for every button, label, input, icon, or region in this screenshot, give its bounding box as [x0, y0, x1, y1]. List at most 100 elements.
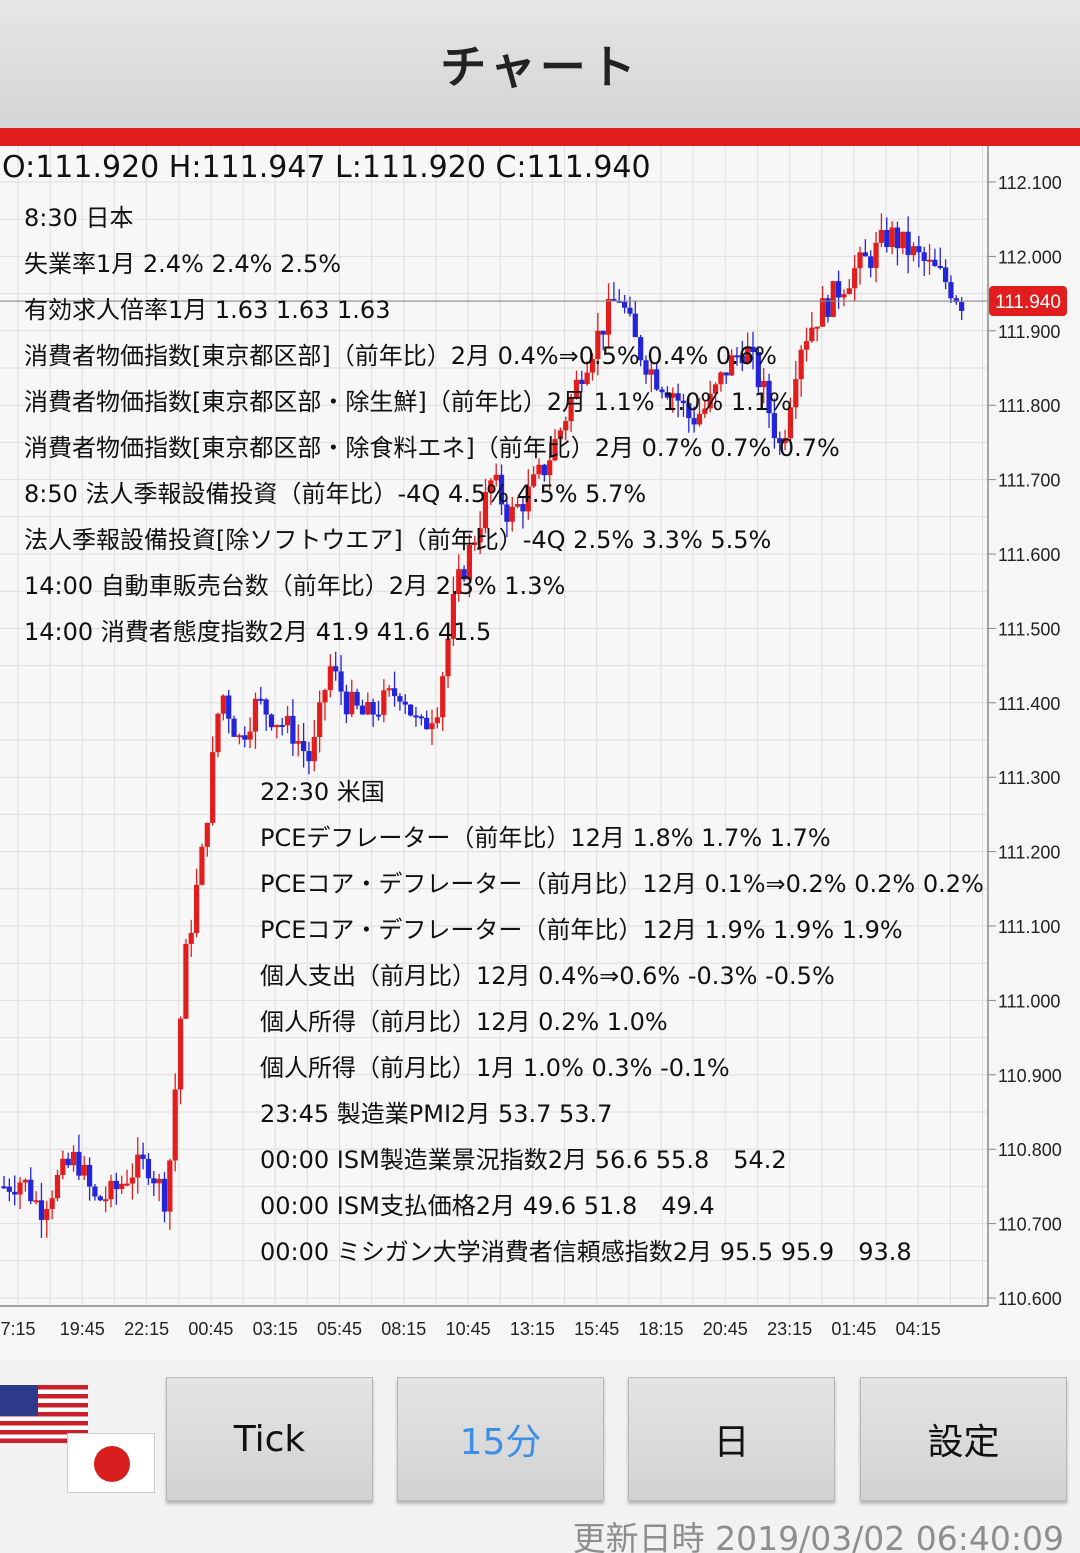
candle-body	[33, 1200, 39, 1203]
candle-body	[953, 298, 959, 303]
candle-body	[734, 355, 740, 358]
candle-body	[12, 1191, 18, 1195]
candle-body	[712, 384, 719, 394]
y-tick-label: 111.400	[998, 694, 1060, 714]
tick-button[interactable]: Tick	[166, 1377, 373, 1501]
candle-body	[729, 355, 735, 376]
candle-body	[306, 751, 312, 762]
candle-body	[814, 326, 820, 329]
candle-body	[343, 691, 349, 715]
candle-body	[17, 1182, 23, 1195]
candle-body	[819, 298, 826, 327]
candle-body	[595, 330, 601, 360]
candle-body	[177, 1018, 184, 1090]
event-line: 14:00 消費者態度指数2月 41.9 41.6 41.5	[24, 618, 492, 646]
candle-body	[798, 349, 804, 380]
events-us: 22:30 米国 PCEデフレーター（前年比）12月 1.8% 1.7% 1.7%…	[260, 769, 984, 1275]
candle-body	[659, 389, 665, 393]
candle-body	[263, 699, 269, 715]
jp-flag-icon[interactable]	[67, 1433, 155, 1493]
candle-body	[852, 268, 858, 289]
y-tick-label: 111.200	[998, 843, 1060, 863]
candle-body	[664, 392, 670, 398]
settings-button[interactable]: 設定	[860, 1377, 1067, 1501]
candle-body	[707, 393, 713, 409]
chart-svg[interactable]: 112.100 112.000 111.900 111.800 111.700 111.6…	[0, 146, 1080, 1360]
x-tick-label: 04:15	[896, 1319, 941, 1339]
candle-body	[38, 1200, 45, 1220]
candle-body	[60, 1158, 66, 1176]
candle-body	[745, 346, 751, 364]
candle-body	[718, 372, 724, 385]
y-tick-label: 111.900	[998, 322, 1060, 342]
candle-body	[638, 337, 644, 361]
candle-body	[691, 418, 697, 425]
candle-body	[493, 474, 499, 481]
candle-body	[327, 666, 333, 691]
candle-body	[605, 299, 612, 335]
plot-background	[0, 146, 988, 1306]
candle-body	[563, 421, 569, 431]
candle-body	[145, 1158, 152, 1179]
candle-body	[317, 702, 323, 738]
y-tick-label: 112.000	[998, 247, 1062, 267]
candle-body	[381, 690, 387, 715]
candle-body	[103, 1199, 109, 1202]
candle-body	[696, 413, 703, 425]
candle-body	[862, 252, 868, 257]
candle-body	[472, 542, 478, 545]
accent-bar	[0, 128, 1080, 146]
y-tick-label: 111.800	[998, 396, 1060, 416]
candle-body	[905, 231, 911, 256]
candle-body	[172, 1089, 178, 1161]
candle-body	[782, 438, 788, 444]
event-line: 法人季報設備投資[除ソフトウエア]（前年比）-4Q 2.5% 3.3% 5.5%	[24, 526, 772, 554]
y-tick-label: 111.300	[998, 768, 1060, 788]
candle-body	[188, 932, 194, 944]
candle-body	[680, 400, 687, 404]
candle-body	[210, 752, 216, 823]
candle-body	[536, 464, 542, 475]
candle-body	[215, 713, 221, 753]
candle-body	[846, 288, 852, 295]
events-japan: 8:30 日本 失業率1月 2.4% 2.4% 2.5% 有効求人倍率1月 1.63…	[24, 195, 840, 655]
candle-body	[301, 741, 307, 752]
candle-body	[552, 439, 558, 461]
y-tick-label: 110.600	[998, 1289, 1062, 1309]
candle-body	[65, 1158, 71, 1166]
candle-body	[418, 716, 424, 719]
event-line: 8:30 日本	[24, 204, 134, 232]
candle-body	[520, 504, 526, 512]
event-line: 22:30 米国	[260, 778, 385, 806]
candle-body	[857, 252, 863, 269]
candle-body	[236, 735, 242, 738]
x-tick-label: 7:15	[0, 1319, 35, 1339]
candle-body	[488, 480, 494, 492]
candle-body	[873, 242, 879, 268]
15min-button[interactable]: 15分	[397, 1377, 604, 1501]
candle-body	[322, 690, 328, 703]
candle-body	[6, 1186, 12, 1192]
y-tick-label: 110.800	[998, 1140, 1062, 1160]
candle-body	[97, 1196, 103, 1201]
x-tick-label: 03:15	[253, 1319, 298, 1339]
candle-body	[151, 1178, 157, 1184]
candle-body	[81, 1164, 87, 1176]
candle-body	[231, 718, 237, 737]
candle-body	[242, 735, 248, 740]
day-button[interactable]: 日	[628, 1377, 835, 1501]
candle-body	[375, 714, 382, 717]
candle-body	[589, 359, 596, 373]
candle-body	[750, 346, 756, 353]
candle-body	[204, 822, 210, 847]
updated-timestamp: 更新日時 2019/03/02 06:40:09	[572, 1519, 1064, 1553]
candle-body	[600, 330, 606, 335]
candlestick-chart[interactable]: 112.100 112.000 111.900 111.800 111.700 111.6…	[0, 146, 1080, 1360]
x-tick-label: 15:45	[574, 1319, 619, 1339]
y-tick-label: 110.700	[998, 1215, 1062, 1235]
candle-body	[943, 267, 949, 283]
candle-body	[440, 676, 446, 718]
candle-body	[836, 281, 842, 298]
event-line: PCEコア・デフレーター（前年比）12月 1.9% 1.9% 1.9%	[260, 916, 903, 944]
candle-body	[579, 379, 585, 385]
